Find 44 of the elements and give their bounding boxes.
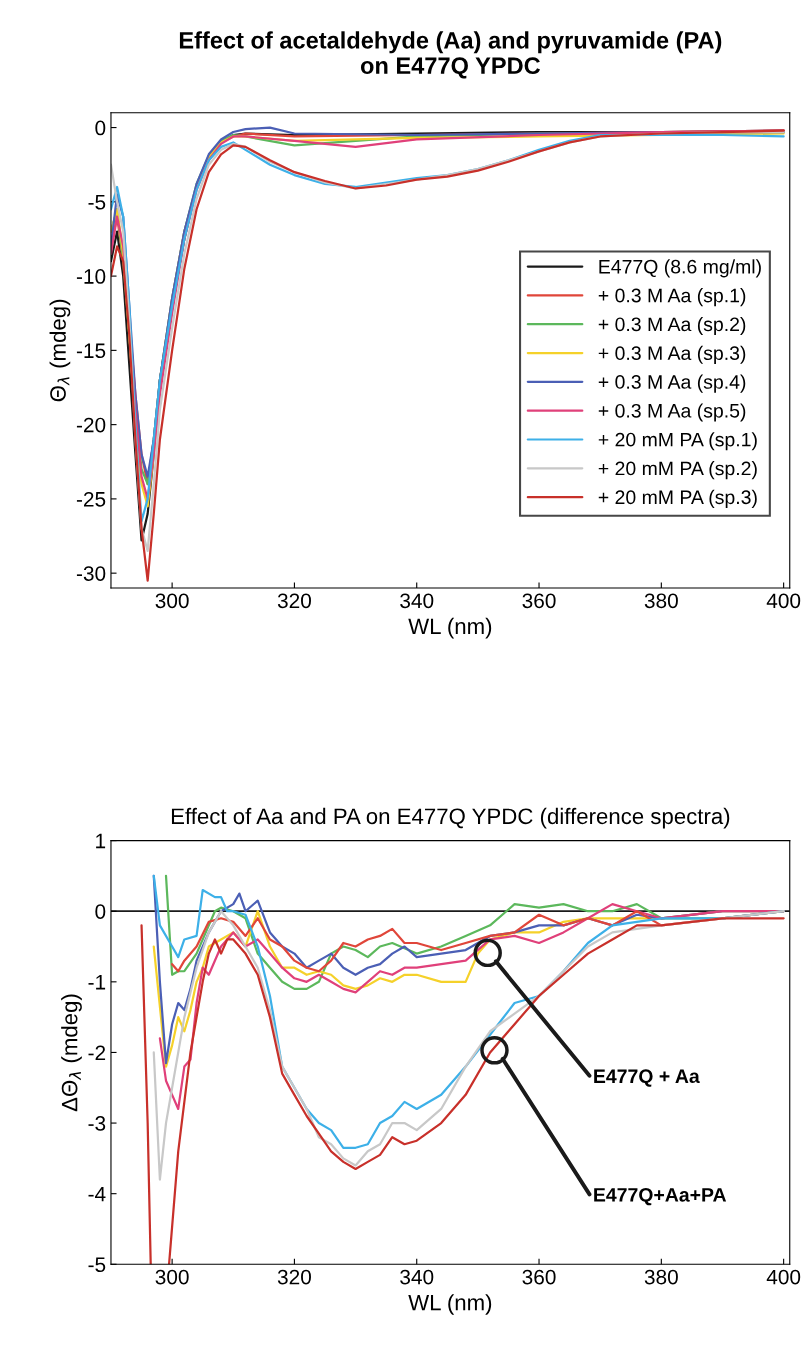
- y-tick-label: -20: [76, 417, 106, 433]
- line-series: [152, 910, 785, 1181]
- y-tick-label: 0: [95, 120, 106, 136]
- legend-label: + 0.3 M Aa (sp.5): [598, 403, 746, 422]
- y-tick-label: -25: [76, 491, 106, 507]
- y-axis-title: ΔΘ$_{λ}$ (mdeg): [61, 994, 82, 1112]
- legend-label: + 0.3 M Aa (sp.1): [598, 288, 746, 307]
- x-tick-label: 400: [766, 1269, 801, 1285]
- y-tick-label: -3: [88, 1116, 106, 1131]
- x-tick-label: 340: [400, 593, 434, 609]
- y-tick-label: 0: [95, 904, 106, 919]
- x-tick-label: 400: [766, 593, 801, 609]
- x-tick-label: 360: [522, 593, 556, 609]
- x-tick-label: 380: [644, 1269, 678, 1285]
- y-axis-title: Θ$_{λ}$ (mdeg): [49, 299, 71, 402]
- y-tick-label: -4: [88, 1186, 106, 1202]
- chart-title: Effect of Aa and PA on E477Q YPDC (difference spectra): [171, 807, 730, 829]
- y-tick-label: -15: [76, 343, 106, 359]
- chart-title: Effect of acetaldehyde (Aa) and pyruvamide (PA) on E477Q YPDC: [179, 31, 722, 79]
- x-tick-label: 360: [522, 1269, 556, 1285]
- y-tick-label: -30: [76, 566, 106, 581]
- annotation: E477Q+Aa+PA: [594, 1187, 727, 1206]
- x-tick-label: 300: [155, 593, 189, 609]
- x-tick-label: 340: [400, 1269, 434, 1285]
- x-tick-label: 320: [277, 1269, 311, 1285]
- x-axis-title: WL (nm): [408, 617, 492, 639]
- legend-label: E477Q (8.6 mg/ml): [599, 259, 761, 278]
- y-tick-label: -2: [88, 1045, 106, 1060]
- legend-label: + 20 mM PA (sp.1): [598, 432, 757, 451]
- y-tick-label: -5: [88, 1257, 106, 1273]
- legend-label: + 0.3 M Aa (sp.4): [598, 374, 746, 393]
- x-tick-label: 300: [155, 1269, 189, 1285]
- legend-label: + 20 mM PA (sp.2): [598, 461, 757, 480]
- legend-label: + 0.3 M Aa (sp.2): [598, 316, 746, 336]
- y-tick-label: -1: [88, 975, 106, 990]
- legend-label: + 0.3 M Aa (sp.3): [598, 345, 746, 364]
- y-tick-label: 1: [96, 833, 106, 849]
- y-tick-label: -5: [88, 195, 106, 210]
- annotation: E477Q + Aa: [594, 1069, 700, 1087]
- x-axis-title: WL (nm): [408, 1294, 492, 1315]
- y-tick-label: -10: [76, 269, 106, 284]
- x-tick-label: 380: [644, 593, 678, 609]
- x-tick-label: 320: [277, 593, 311, 609]
- legend-label: + 20 mM PA (sp.3): [598, 489, 757, 508]
